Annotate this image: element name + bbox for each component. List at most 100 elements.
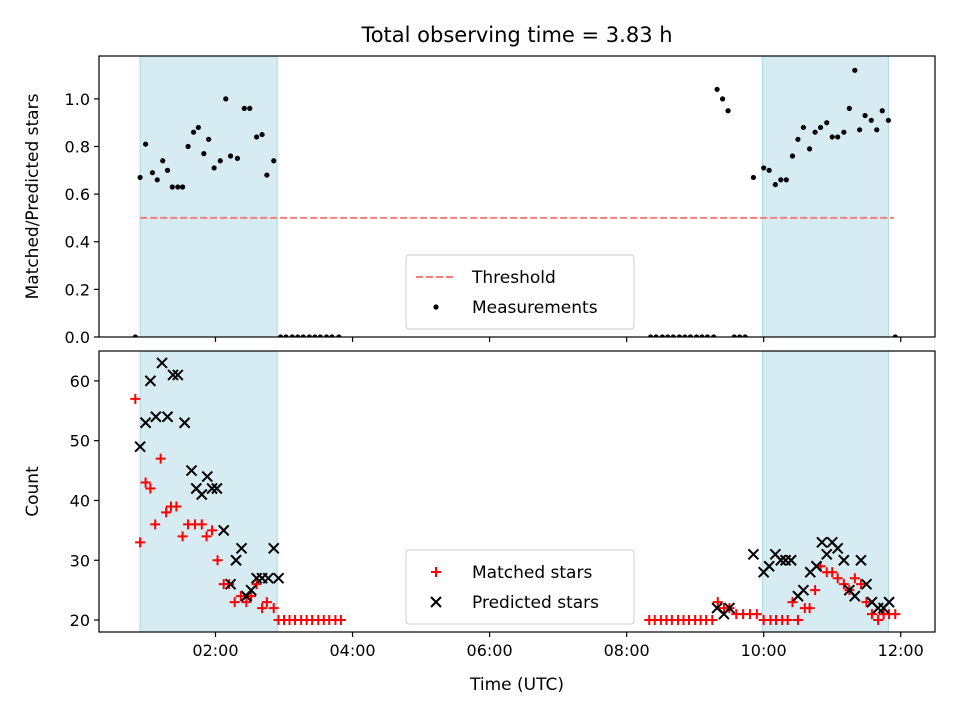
data-point <box>201 470 213 483</box>
legend: Matched stars Predicted stars <box>405 549 635 625</box>
series-measurements <box>132 67 898 337</box>
data-point <box>234 155 241 161</box>
data-point <box>306 334 312 337</box>
x-tick-label: 06:00 <box>467 641 513 660</box>
data-point <box>775 554 787 566</box>
legend-label: Matched stars <box>472 563 592 583</box>
data-point <box>731 334 737 337</box>
data-point <box>783 177 789 183</box>
y-axis-label: Matched/Predicted stars <box>23 93 43 299</box>
data-point <box>857 127 863 133</box>
data-point <box>229 597 240 608</box>
data-point <box>245 584 257 596</box>
data-point <box>195 124 201 131</box>
data-point <box>247 105 253 111</box>
data-point <box>676 334 683 337</box>
data-point <box>804 603 815 614</box>
data-point <box>751 609 762 620</box>
data-point <box>824 120 830 126</box>
data-point <box>789 153 796 159</box>
data-point <box>812 129 818 135</box>
data-point <box>699 334 705 337</box>
data-point <box>257 603 268 614</box>
data-point <box>879 108 885 114</box>
data-point <box>846 105 852 111</box>
data-point <box>283 334 289 337</box>
data-point <box>246 591 257 602</box>
chart-title: Total observing time = 3.83 h <box>360 23 672 47</box>
data-point <box>707 615 718 626</box>
data-point <box>838 554 850 566</box>
data-point <box>800 124 807 131</box>
data-point <box>855 579 866 590</box>
data-point <box>704 334 711 337</box>
data-point <box>145 483 156 494</box>
data-point <box>817 124 824 131</box>
data-point <box>827 567 838 578</box>
panel-count: 20 30 40 50 60 02:00 04:00 06:00 08:00 10:00 12:00… <box>23 350 936 695</box>
data-point <box>206 482 218 495</box>
data-point <box>142 141 149 147</box>
data-point <box>714 86 720 92</box>
data-point <box>149 170 156 176</box>
axes-frame <box>98 55 936 338</box>
data-point <box>711 334 717 337</box>
data-point <box>206 136 212 142</box>
data-point <box>832 573 843 584</box>
data-point <box>171 501 182 512</box>
data-point <box>766 167 772 173</box>
data-point <box>272 572 285 584</box>
data-point <box>196 488 208 501</box>
data-point <box>761 165 767 171</box>
y-tick-label: 0.2 <box>65 280 90 299</box>
shaded-span-1 <box>761 351 889 632</box>
data-point <box>723 602 736 614</box>
data-point <box>271 158 277 164</box>
x-tick-label: 12:00 <box>878 641 924 660</box>
data-point <box>816 536 828 549</box>
data-point <box>810 560 823 572</box>
data-point <box>329 334 335 337</box>
plot-area <box>130 351 901 632</box>
data-point <box>241 597 252 608</box>
data-point <box>782 615 793 626</box>
data-point <box>890 609 901 620</box>
data-point <box>132 334 138 337</box>
data-point <box>264 172 270 178</box>
y-tick-label: 0.6 <box>65 185 90 204</box>
data-point <box>201 531 212 542</box>
legend: Threshold Measurements <box>405 254 635 330</box>
data-point <box>218 524 230 537</box>
data-point <box>167 369 179 381</box>
data-point <box>254 134 260 140</box>
data-point <box>295 334 301 337</box>
data-point <box>140 477 151 488</box>
data-point <box>180 184 186 190</box>
data-point <box>852 67 858 73</box>
data-point <box>207 525 218 536</box>
data-point <box>670 334 676 337</box>
data-point <box>212 555 223 566</box>
data-point <box>849 573 860 584</box>
data-point <box>787 597 798 608</box>
shaded-span-1 <box>761 56 889 337</box>
data-point <box>317 334 323 337</box>
data-point <box>835 134 841 140</box>
data-point <box>821 548 833 560</box>
data-point <box>211 165 217 171</box>
data-point <box>227 153 234 159</box>
data-point <box>268 603 279 614</box>
data-point <box>868 117 874 123</box>
data-point <box>873 615 884 626</box>
data-point <box>268 542 280 555</box>
data-point <box>892 334 898 337</box>
y-tick-label: 1.0 <box>65 90 90 109</box>
data-point <box>687 334 693 337</box>
data-point <box>139 417 152 429</box>
data-point <box>653 334 659 337</box>
data-point <box>164 167 171 173</box>
data-point <box>150 519 161 530</box>
legend-box <box>405 549 635 625</box>
data-point <box>797 584 810 596</box>
y-tick-label: 20 <box>70 611 90 630</box>
